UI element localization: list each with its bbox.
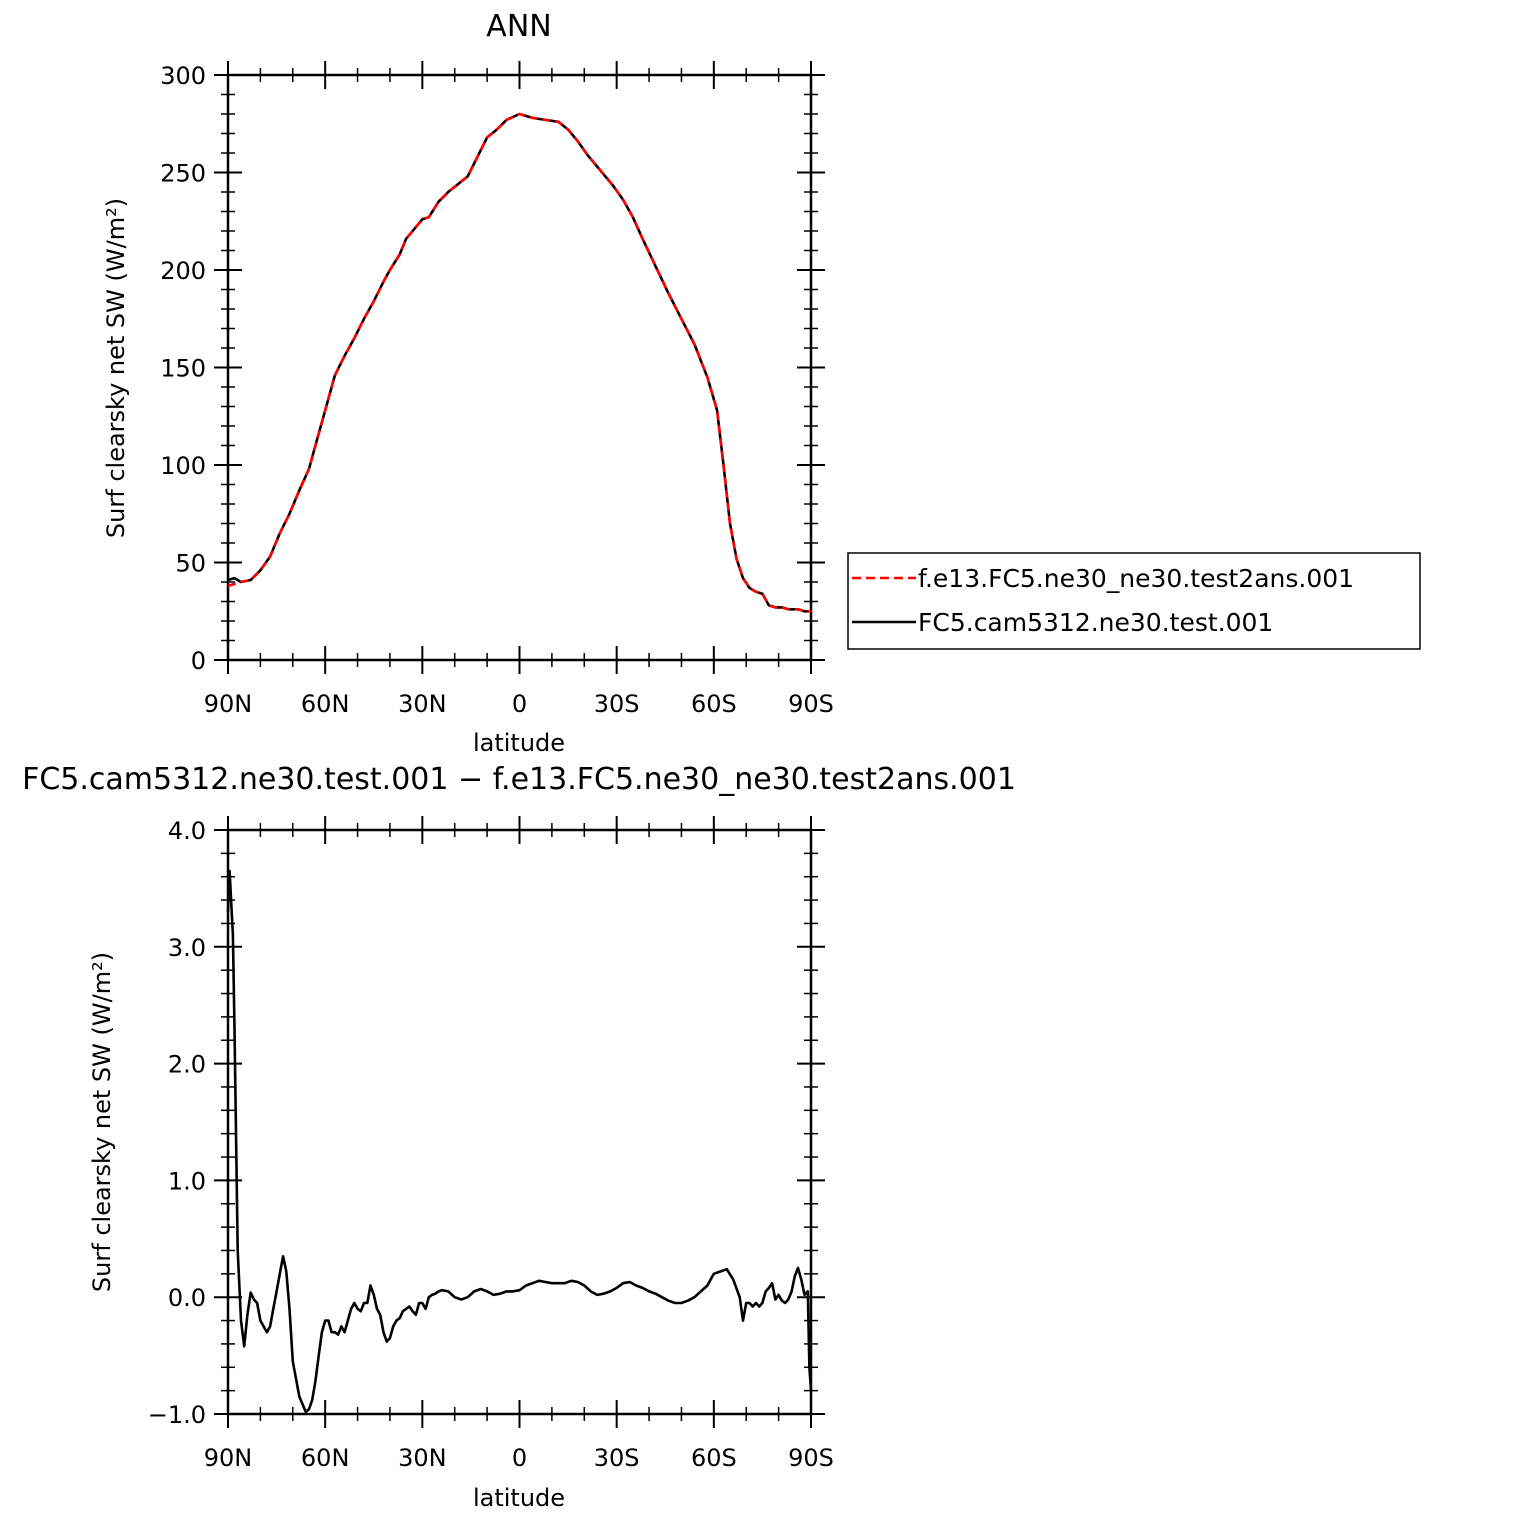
x-tick-label: 90S: [788, 690, 834, 718]
x-tick-label: 30S: [594, 690, 640, 718]
y-tick-label: 150: [160, 355, 206, 383]
bottom-chart-ticks: [214, 816, 825, 1428]
y-tick-label: −1.0: [148, 1401, 206, 1429]
bottom-chart-x-tick-labels: 90N 60N 30N 0 30S 60S 90S: [204, 1444, 834, 1472]
y-tick-label: 2.0: [168, 1051, 206, 1079]
x-tick-label: 30N: [398, 1444, 447, 1472]
top-chart-x-axis-label: latitude: [473, 729, 565, 757]
legend-box: [847, 552, 1421, 650]
top-chart-ticks: [214, 61, 825, 674]
top-chart-legend: f.e13.FC5.ne30_ne30.test2ans.001 FC5.cam…: [847, 552, 1421, 650]
x-tick-label: 0: [512, 1444, 527, 1472]
y-tick-label: 3.0: [168, 934, 206, 962]
y-tick-label: 300: [160, 62, 206, 90]
top-chart-series-line-2: [227, 112, 811, 613]
bottom-chart-y-axis-label: Surf clearsky net SW (W/m²): [88, 952, 116, 1292]
x-tick-label: 60N: [301, 1444, 350, 1472]
x-tick-label: 60S: [691, 1444, 737, 1472]
legend-entry-1-label: f.e13.FC5.ne30_ne30.test2ans.001: [918, 564, 1354, 593]
x-tick-label: 30N: [398, 690, 447, 718]
x-tick-label: 60S: [691, 690, 737, 718]
top-chart-y-axis-label: Surf clearsky net SW (W/m²): [102, 198, 130, 538]
bottom-chart-plot-area: [214, 816, 825, 1428]
top-chart-y-tick-labels: 0 50 100 150 200 250 300: [160, 62, 206, 675]
x-tick-label: 90N: [204, 690, 253, 718]
y-tick-label: 4.0: [168, 817, 206, 845]
y-tick-label: 200: [160, 257, 206, 285]
y-tick-label: 100: [160, 452, 206, 480]
y-tick-label: 0: [191, 647, 206, 675]
y-tick-label: 0.0: [168, 1284, 206, 1312]
y-tick-label: 50: [175, 550, 206, 578]
y-tick-label: 250: [160, 160, 206, 188]
top-chart-title: ANN: [486, 9, 551, 44]
bottom-chart-y-tick-labels: −1.0 0.0 1.0 2.0 3.0 4.0: [148, 817, 206, 1429]
x-tick-label: 90N: [204, 1444, 253, 1472]
legend-entry-2-label: FC5.cam5312.ne30.test.001: [918, 608, 1273, 637]
bottom-chart-x-axis-label: latitude: [473, 1484, 565, 1512]
bottom-chart-series-line-1: [226, 869, 813, 1413]
x-tick-label: 60N: [301, 690, 350, 718]
x-tick-label: 0: [512, 690, 527, 718]
y-tick-label: 1.0: [168, 1167, 206, 1195]
bottom-chart-series: [226, 869, 813, 1413]
x-tick-label: 90S: [788, 1444, 834, 1472]
bottom-chart-panel: FC5.cam5312.ne30.test.001 − f.e13.FC5.ne…: [22, 762, 1016, 1512]
top-chart-series: [227, 112, 811, 613]
top-chart-frame: [226, 73, 813, 662]
top-chart-series-line-1: [227, 112, 811, 613]
top-chart-plot-area: [214, 61, 825, 674]
bottom-chart-title: FC5.cam5312.ne30.test.001 − f.e13.FC5.ne…: [22, 762, 1016, 797]
top-chart-x-tick-labels: 90N 60N 30N 0 30S 60S 90S: [204, 690, 834, 718]
x-tick-label: 30S: [594, 1444, 640, 1472]
bottom-chart-frame: [226, 828, 813, 1416]
